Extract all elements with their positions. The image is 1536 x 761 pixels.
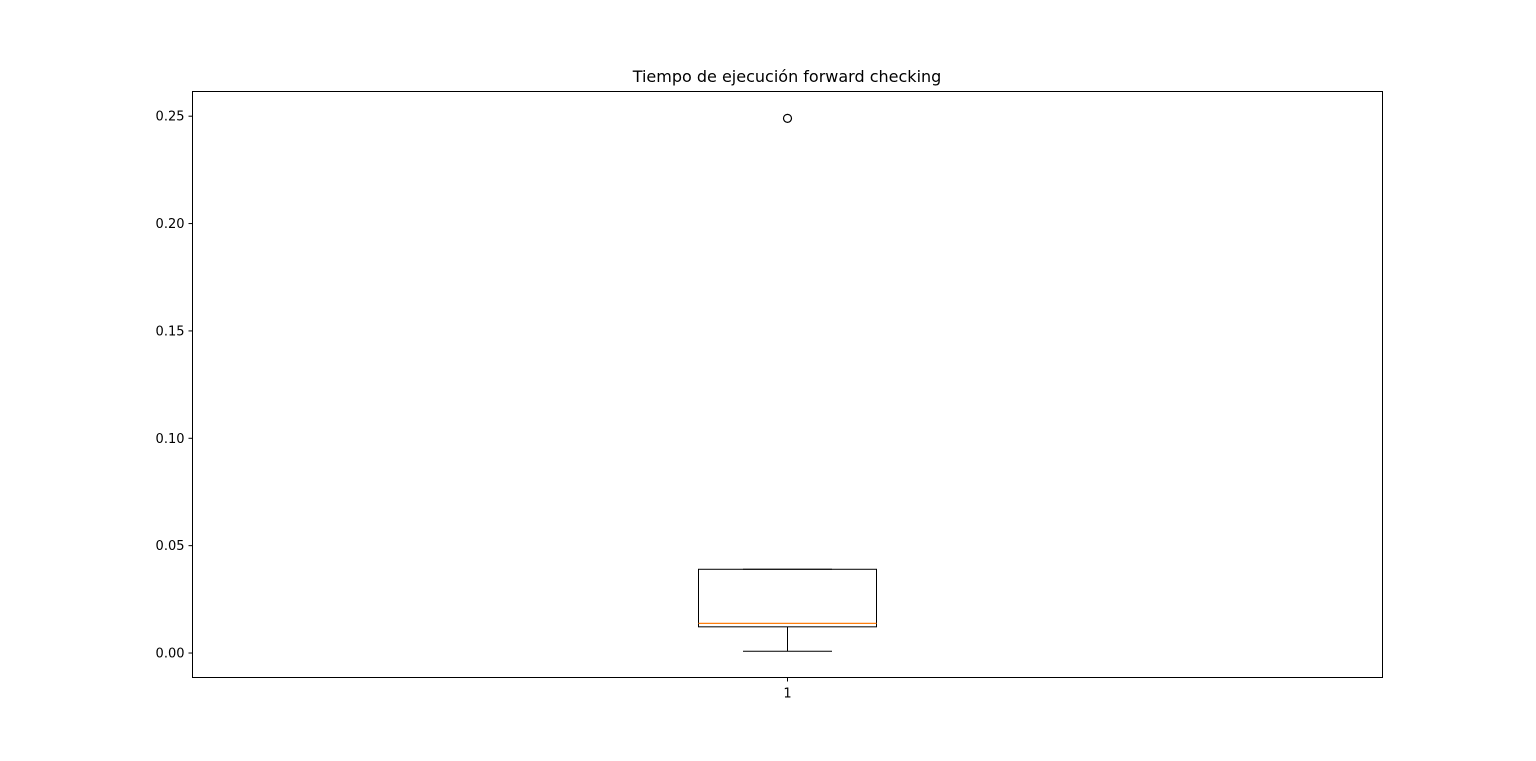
y-axis: 0.00 0.05 0.10 0.15 0.20 0.25 xyxy=(156,110,193,662)
x-tick-label: 1 xyxy=(783,687,791,702)
box-iqr xyxy=(698,568,877,628)
chart-title: Tiempo de ejecución forward checking xyxy=(632,67,942,86)
y-tick-label: 0.05 xyxy=(156,539,185,554)
box-series xyxy=(698,113,877,652)
outlier-point xyxy=(782,113,793,123)
y-tick-label: 0.00 xyxy=(156,647,185,662)
y-tick-label: 0.15 xyxy=(156,324,185,339)
y-tick-label: 0.25 xyxy=(156,110,185,125)
y-tick-label: 0.10 xyxy=(156,432,185,447)
plot-area-frame xyxy=(192,91,1383,678)
y-tick-label: 0.20 xyxy=(156,217,185,232)
x-axis: 1 xyxy=(783,677,792,702)
